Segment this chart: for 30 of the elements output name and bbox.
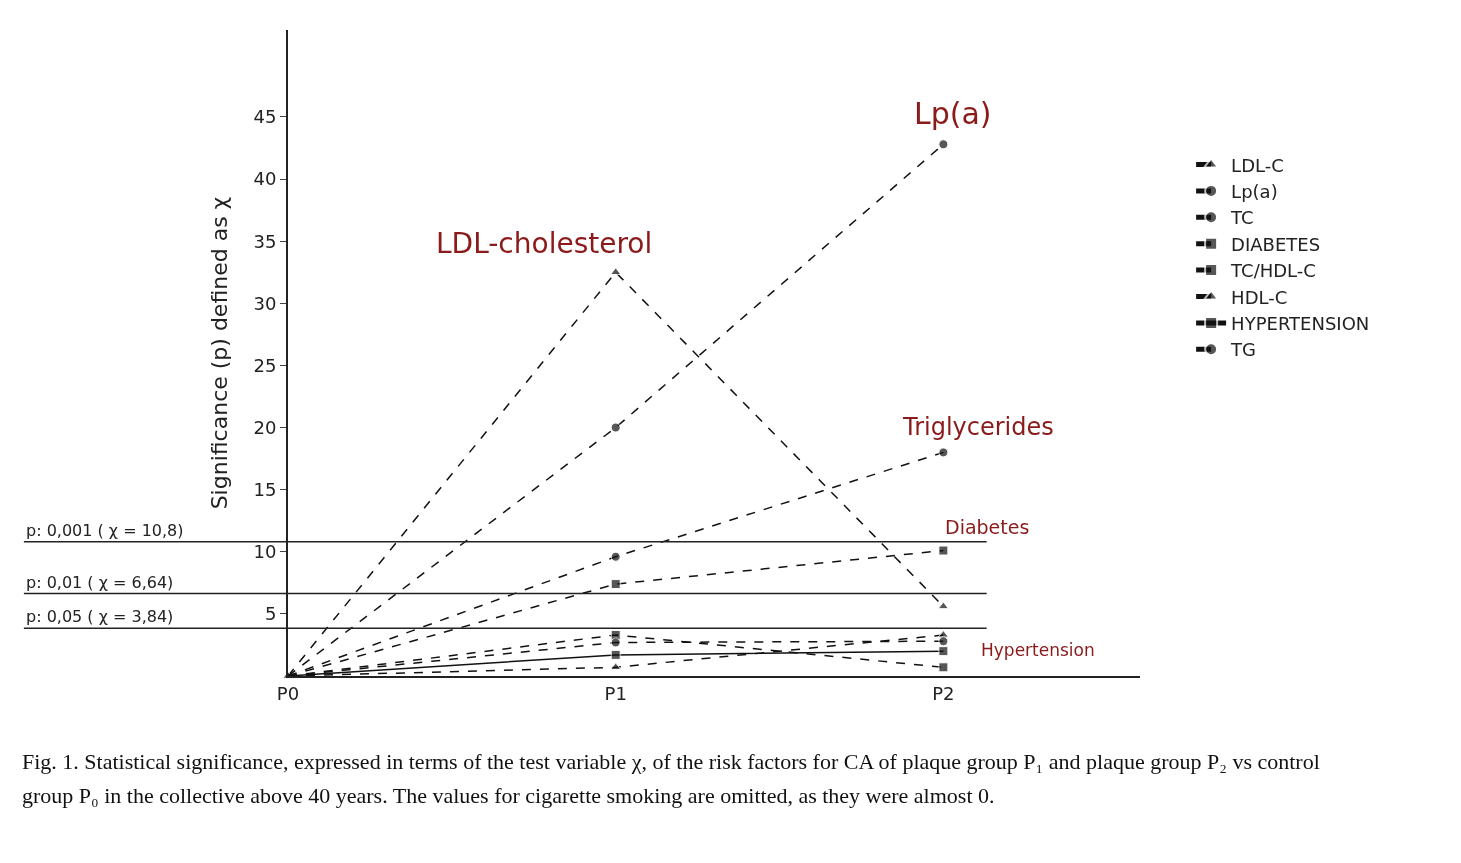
annotation: Diabetes xyxy=(945,516,1030,538)
x-tick-label: P2 xyxy=(932,682,955,704)
legend-label: TC xyxy=(1230,207,1254,229)
x-tick-label: P1 xyxy=(604,682,627,704)
annotation: LDL-cholesterol xyxy=(436,227,653,260)
annotation: Hypertension xyxy=(981,640,1095,660)
legend-label: DIABETES xyxy=(1231,233,1321,255)
y-tick-label: 30 xyxy=(253,292,277,314)
y-tick-label: 5 xyxy=(264,603,277,625)
y-tick-label: 35 xyxy=(253,230,277,252)
legend-label: TC/HDL-C xyxy=(1230,260,1316,282)
legend-label: LDL-C xyxy=(1231,154,1284,176)
annotation: Lp(a) xyxy=(914,96,992,131)
ref-line-label: p: 0,05 ( χ = 3,84) xyxy=(26,607,174,626)
ref-line-label: p: 0,01 ( χ = 6,64) xyxy=(26,573,174,592)
legend-label: TG xyxy=(1230,339,1257,361)
y-tick-label: 25 xyxy=(253,354,277,376)
legend-label: Lp(a) xyxy=(1231,180,1278,202)
y-tick-label: 15 xyxy=(253,478,277,500)
y-axis-title: Significance (p) defined as χ xyxy=(206,196,232,510)
annotation: Triglycerides xyxy=(902,413,1054,441)
legend-label: HYPERTENSION xyxy=(1231,312,1370,334)
legend-label: HDL-C xyxy=(1231,286,1288,308)
y-tick-label: 10 xyxy=(253,541,277,563)
caption: Fig. 1. Statistical significance, expressed in terms of the test variable χ, of the risk factors for CA of plaque group P₁ and plaque group P₂ vs control group P₀ in the collective above 40 years. The values for cigarette smoking are omitted, as they were almost 0. xyxy=(22,748,1321,810)
ref-line-label: p: 0,001 ( χ = 10,8) xyxy=(26,521,184,540)
y-tick-label: 45 xyxy=(253,106,277,128)
x-tick-label: P0 xyxy=(276,682,300,704)
y-tick-label: 20 xyxy=(253,416,277,438)
y-tick-label: 40 xyxy=(253,168,277,190)
